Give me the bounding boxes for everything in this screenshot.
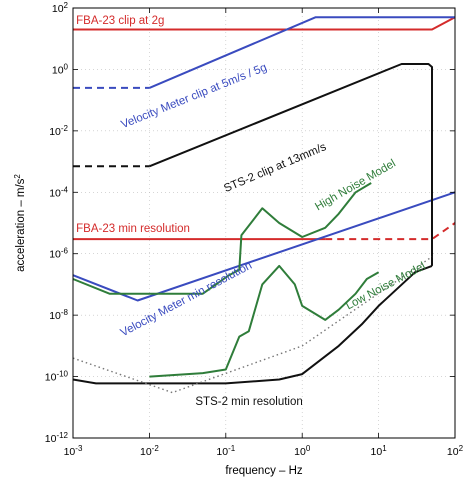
x-tick-label: 10-1	[216, 444, 235, 459]
series-sts2-clip	[149, 63, 433, 266]
y-tick-base: 10	[49, 187, 61, 199]
y-tick-label: 10-10	[45, 369, 69, 384]
y-tick-base: 10	[49, 126, 61, 138]
x-tick-exp: -1	[228, 444, 236, 453]
annotation-sts2-clip-label: STS-2 clip at 13mm/s	[222, 141, 328, 195]
y-tick-exp: -6	[61, 246, 69, 255]
series-vm-min	[72, 191, 456, 302]
annotation-fba23-clip-label: FBA-23 clip at 2g	[76, 15, 164, 27]
y-tick-base: 10	[52, 3, 64, 15]
annotation-vm-clip-label: Velocity Meter clip at 5m/s / 5g	[120, 62, 269, 132]
x-tick-label: 102	[447, 444, 464, 459]
x-tick-exp: -3	[75, 444, 83, 453]
plot-frame	[72, 7, 456, 439]
series-hnm	[72, 182, 372, 295]
y-tick-exp: -4	[61, 185, 69, 194]
y-tick-label: 10-6	[49, 246, 68, 261]
x-axis-label: frequency – Hz	[225, 465, 303, 477]
y-tick-base: 10	[45, 433, 57, 445]
y-tick-label: 10-12	[45, 431, 69, 446]
x-tick-base: 10	[447, 446, 459, 458]
y-tick-exp: -8	[61, 308, 69, 317]
y-axis-label-group: acceleration – m/s2	[13, 174, 28, 272]
x-tick-exp: -2	[152, 444, 160, 453]
x-tick-exp: 0	[306, 444, 311, 453]
y-tick-label: 10-2	[49, 123, 68, 138]
annotation-sts2-min-label: STS-2 min resolution	[195, 396, 302, 408]
x-tick-exp: 2	[459, 444, 464, 453]
y-tick-exp: 2	[64, 1, 69, 10]
annotation-hnm-label: High Noise Model	[313, 158, 398, 214]
y-axis-label: acceleration – m/s2	[13, 174, 28, 272]
y-axis-label-sup: 2	[13, 174, 22, 179]
x-tick-base: 10	[371, 446, 383, 458]
x-tick-base: 10	[64, 446, 76, 458]
y-tick-base: 10	[45, 372, 57, 384]
y-tick-exp: 0	[64, 62, 69, 71]
x-ticks: 10-3 10-2 10-1 100 101 102	[64, 8, 464, 458]
y-tick-exp: -2	[61, 123, 69, 132]
series-fba23-min-ext	[325, 222, 456, 241]
annotation-fba23-min-label: FBA-23 min resolution	[76, 223, 190, 235]
y-tick-label: 10-4	[49, 185, 68, 200]
x-tick-label: 100	[294, 444, 311, 459]
series-fba23-clip	[73, 16, 456, 31]
series-lnm	[149, 264, 380, 378]
y-tick-label: 100	[52, 62, 69, 77]
x-tick-label: 101	[371, 444, 388, 459]
y-tick-exp: -12	[56, 431, 68, 440]
y-tick-exp: -10	[56, 369, 68, 378]
x-tick-base: 10	[140, 446, 152, 458]
y-tick-base: 10	[49, 310, 61, 322]
x-tick-label: 10-2	[140, 444, 159, 459]
series-vm-clip	[149, 16, 455, 89]
x-tick-exp: 1	[382, 444, 387, 453]
x-tick-base: 10	[294, 446, 306, 458]
y-tick-label: 10-8	[49, 308, 68, 323]
annotation-lnm-label: Low Noise Model	[344, 260, 428, 312]
series-group	[72, 16, 456, 394]
y-tick-label: 102	[52, 1, 69, 16]
series-sts2-min	[72, 264, 433, 385]
x-tick-base: 10	[216, 446, 228, 458]
y-axis-label-text: acceleration – m/s	[15, 178, 27, 272]
y-tick-base: 10	[52, 64, 64, 76]
x-tick-label: 10-3	[64, 444, 83, 459]
y-tick-base: 10	[49, 249, 61, 261]
